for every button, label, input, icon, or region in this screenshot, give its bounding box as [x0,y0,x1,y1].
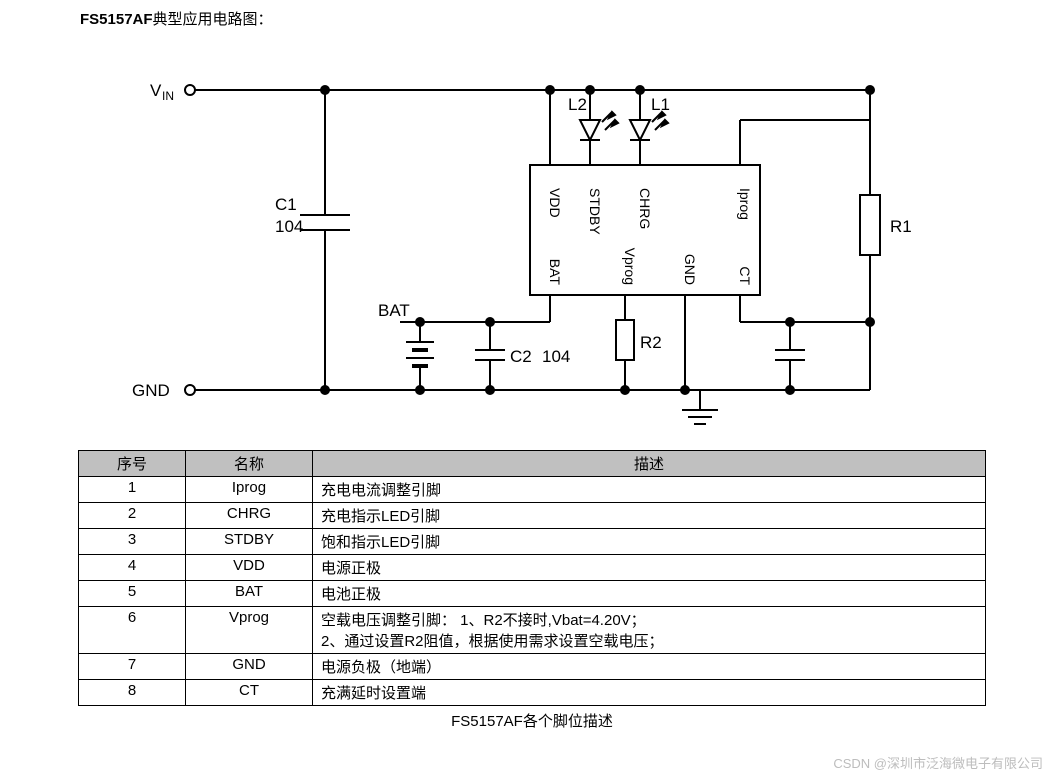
cell-desc: 电池正极 [313,581,986,607]
page-title: FS5157AF典型应用电路图： [80,8,273,29]
cell-desc: 充电电流调整引脚 [313,477,986,503]
cell-name: CHRG [186,503,313,529]
pin-table-wrap: 序号 名称 描述 1Iprog充电电流调整引脚2CHRG充电指示LED引脚3ST… [78,450,986,731]
cell-desc: 饱和指示LED引脚 [313,529,986,555]
cell-index: 1 [79,477,186,503]
table-caption: FS5157AF各个脚位描述 [78,710,986,731]
cell-name: CT [186,680,313,706]
svg-text:R1: R1 [890,217,912,236]
svg-text:104: 104 [275,217,303,236]
cell-desc: 空载电压调整引脚： 1、R2不接时,Vbat=4.20V； 2、通过设置R2阻值… [313,607,986,654]
svg-text:BAT: BAT [378,301,410,320]
svg-text:L2: L2 [568,95,587,114]
table-row: 5BAT电池正极 [79,581,986,607]
th-index: 序号 [79,451,186,477]
th-desc: 描述 [313,451,986,477]
svg-text:GND: GND [132,381,170,400]
table-header-row: 序号 名称 描述 [79,451,986,477]
svg-text:C2: C2 [510,347,532,366]
table-row: 6Vprog空载电压调整引脚： 1、R2不接时,Vbat=4.20V； 2、通过… [79,607,986,654]
svg-text:L1: L1 [651,95,670,114]
cell-index: 4 [79,555,186,581]
table-row: 8CT充满延时设置端 [79,680,986,706]
cell-name: STDBY [186,529,313,555]
pin-table: 序号 名称 描述 1Iprog充电电流调整引脚2CHRG充电指示LED引脚3ST… [78,450,986,706]
cell-index: 7 [79,654,186,680]
title-prefix: FS5157AF [80,11,153,28]
circuit-diagram: VIN GND C1 104 BAT C2 104 R2 R1 L2 L1 VD… [100,60,920,440]
cell-index: 6 [79,607,186,654]
table-row: 2CHRG充电指示LED引脚 [79,503,986,529]
svg-text:C1: C1 [275,195,297,214]
svg-text:BAT: BAT [547,259,563,286]
cell-name: BAT [186,581,313,607]
cell-index: 5 [79,581,186,607]
svg-text:STDBY: STDBY [587,188,603,235]
svg-text:GND: GND [682,254,698,285]
table-row: 1Iprog充电电流调整引脚 [79,477,986,503]
svg-text:IN: IN [162,89,174,103]
watermark: CSDN @深圳市泛海微电子有限公司 [833,753,1043,772]
cell-desc: 充电指示LED引脚 [313,503,986,529]
cell-desc: 电源正极 [313,555,986,581]
cell-index: 2 [79,503,186,529]
svg-text:CHRG: CHRG [637,188,653,229]
cell-name: Iprog [186,477,313,503]
table-row: 4VDD电源正极 [79,555,986,581]
cell-index: 8 [79,680,186,706]
title-suffix: 典型应用电路图： [153,11,273,28]
cell-name: GND [186,654,313,680]
svg-text:Vprog: Vprog [622,248,638,285]
cell-name: VDD [186,555,313,581]
cell-desc: 充满延时设置端 [313,680,986,706]
svg-text:Iprog: Iprog [737,188,753,220]
cell-name: Vprog [186,607,313,654]
table-row: 3STDBY饱和指示LED引脚 [79,529,986,555]
svg-text:104: 104 [542,347,570,366]
cell-index: 3 [79,529,186,555]
svg-text:V: V [150,81,162,100]
cell-desc: 电源负极（地端） [313,654,986,680]
svg-text:R2: R2 [640,333,662,352]
svg-text:CT: CT [737,266,753,285]
table-row: 7GND电源负极（地端） [79,654,986,680]
th-name: 名称 [186,451,313,477]
svg-text:VDD: VDD [547,188,563,218]
